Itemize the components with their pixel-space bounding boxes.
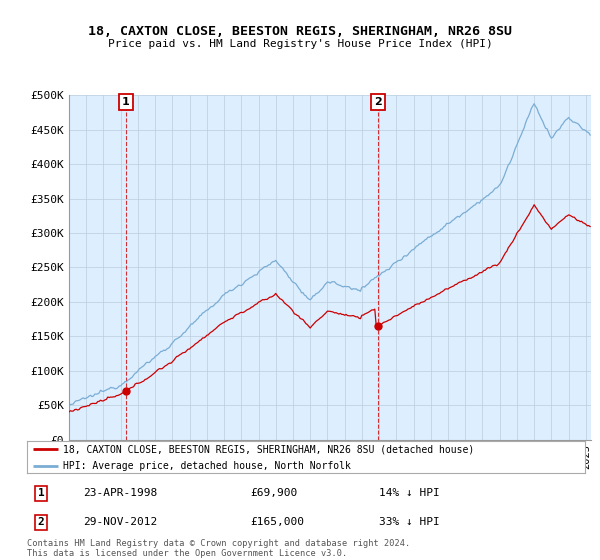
Text: 29-NOV-2012: 29-NOV-2012 — [83, 517, 157, 528]
Text: 1: 1 — [38, 488, 44, 498]
Text: 1: 1 — [122, 97, 130, 107]
Text: HPI: Average price, detached house, North Norfolk: HPI: Average price, detached house, Nort… — [63, 461, 351, 471]
Text: 18, CAXTON CLOSE, BEESTON REGIS, SHERINGHAM, NR26 8SU: 18, CAXTON CLOSE, BEESTON REGIS, SHERING… — [88, 25, 512, 38]
Text: 14% ↓ HPI: 14% ↓ HPI — [379, 488, 439, 498]
Text: £69,900: £69,900 — [250, 488, 298, 498]
Text: £165,000: £165,000 — [250, 517, 304, 528]
Text: 33% ↓ HPI: 33% ↓ HPI — [379, 517, 439, 528]
Text: 2: 2 — [38, 517, 44, 528]
Text: Contains HM Land Registry data © Crown copyright and database right 2024.
This d: Contains HM Land Registry data © Crown c… — [27, 539, 410, 558]
Text: 23-APR-1998: 23-APR-1998 — [83, 488, 157, 498]
Text: 2: 2 — [374, 97, 382, 107]
Text: 18, CAXTON CLOSE, BEESTON REGIS, SHERINGHAM, NR26 8SU (detached house): 18, CAXTON CLOSE, BEESTON REGIS, SHERING… — [63, 445, 475, 455]
Text: Price paid vs. HM Land Registry's House Price Index (HPI): Price paid vs. HM Land Registry's House … — [107, 39, 493, 49]
